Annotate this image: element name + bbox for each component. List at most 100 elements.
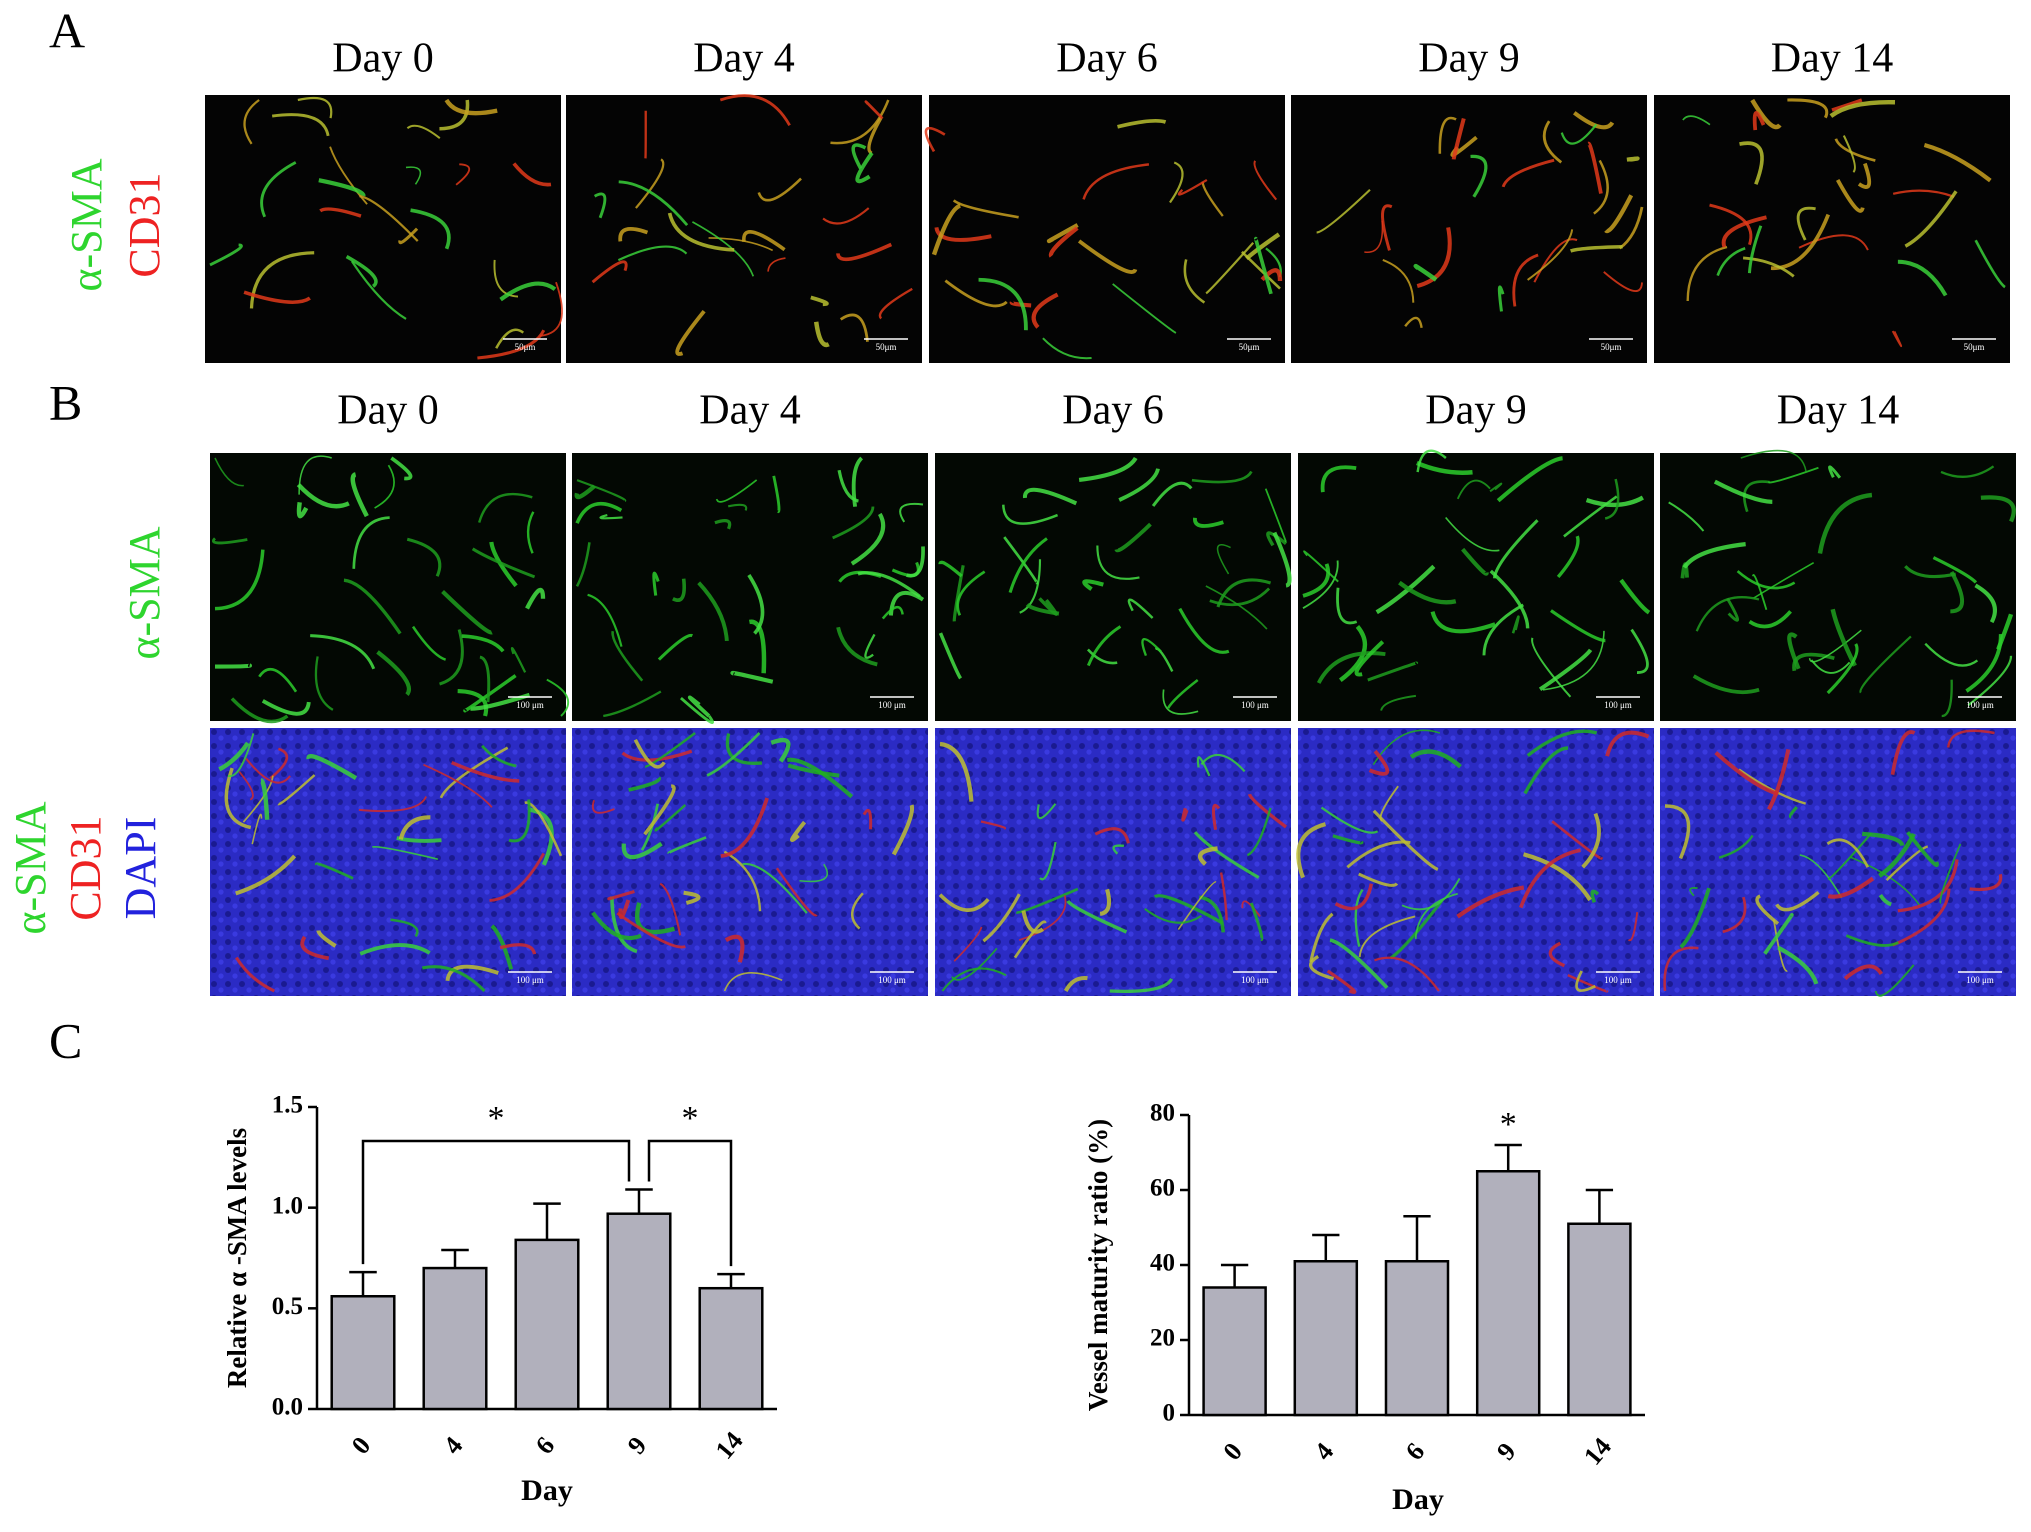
vessel-stain bbox=[724, 934, 745, 963]
vessel-stain bbox=[1619, 578, 1651, 615]
vessel-stain bbox=[439, 746, 509, 799]
vessel-stain bbox=[1456, 479, 1491, 500]
vessel-stain bbox=[980, 820, 1007, 830]
vessel-stain bbox=[224, 767, 252, 830]
micrograph-background bbox=[929, 95, 1285, 363]
micrograph: 100 μm bbox=[1660, 728, 2016, 997]
vessel-stain bbox=[1205, 241, 1255, 295]
vessel-stain bbox=[1117, 118, 1167, 129]
vessel-stain bbox=[1099, 888, 1112, 916]
vessel-stain bbox=[1835, 179, 1865, 213]
channel-label: α-SMA bbox=[62, 158, 111, 291]
vessel-stain bbox=[398, 815, 431, 840]
vessel-stain bbox=[529, 807, 554, 866]
vessel-stain bbox=[1086, 648, 1118, 665]
vessel-stain bbox=[1416, 449, 1447, 473]
scale-label: 100 μm bbox=[878, 975, 906, 985]
vessel-stain bbox=[1334, 883, 1373, 911]
vessel-stain bbox=[1604, 478, 1620, 520]
vessel-stain bbox=[1939, 843, 1962, 905]
y-tick-label: 40 bbox=[1150, 1250, 1175, 1277]
vessel-stain bbox=[1358, 915, 1416, 958]
vessel-stain bbox=[471, 547, 536, 579]
vessel-stain bbox=[1663, 946, 1699, 992]
vessel-stain bbox=[891, 804, 915, 856]
vessel-stain bbox=[618, 180, 689, 227]
vessel-stain bbox=[1551, 820, 1603, 860]
vessel-stain bbox=[1193, 831, 1260, 879]
vessel-stain bbox=[546, 678, 570, 717]
day-label: Day 4 bbox=[693, 36, 794, 82]
vessel-stain bbox=[640, 803, 660, 851]
micrograph: 50μm bbox=[924, 95, 1285, 363]
vessel-stain bbox=[1183, 259, 1206, 304]
vessel-stain bbox=[1808, 629, 1862, 663]
vessel-stain bbox=[742, 230, 786, 252]
vessel-stain bbox=[1038, 597, 1058, 616]
micrograph-background bbox=[566, 95, 922, 363]
vessel-stain bbox=[836, 626, 878, 667]
vessel-stain bbox=[1153, 894, 1224, 925]
vessel-stain bbox=[1094, 827, 1130, 844]
x-tick-label: 4 bbox=[438, 1431, 469, 1460]
vessel-stain bbox=[1162, 689, 1199, 715]
day-label: Day 6 bbox=[1062, 388, 1163, 434]
vessel-stain bbox=[727, 503, 748, 511]
vessel-stain bbox=[1380, 694, 1417, 711]
vessel-stain bbox=[1752, 111, 1766, 131]
bar bbox=[422, 1266, 488, 1411]
vessel-stain bbox=[1246, 807, 1272, 857]
vessel-stain bbox=[982, 893, 1021, 943]
vessel-stain bbox=[1885, 845, 1929, 881]
vessel-stain bbox=[1375, 564, 1436, 615]
channel-label: DAPI bbox=[116, 817, 165, 920]
x-tick-label: 14 bbox=[1578, 1432, 1617, 1471]
vessel-stain bbox=[405, 166, 422, 185]
micrograph: 100 μm bbox=[572, 728, 928, 996]
vessel-stain bbox=[787, 763, 840, 778]
vessel-stain bbox=[214, 549, 265, 611]
vessel-stain bbox=[587, 593, 623, 647]
vessel-stain bbox=[659, 882, 682, 936]
day-label: Day 14 bbox=[1771, 36, 1893, 82]
vessel-stain bbox=[593, 192, 607, 219]
vessel-stain bbox=[540, 281, 563, 337]
vessel-stain bbox=[1266, 531, 1288, 547]
vessel-stain bbox=[1438, 116, 1457, 154]
vessel-stain bbox=[657, 633, 693, 661]
vessel-stain bbox=[715, 479, 758, 503]
vessel-stain bbox=[212, 537, 248, 545]
vessel-stain bbox=[714, 519, 732, 530]
vessel-stain bbox=[1021, 910, 1044, 934]
vessel-stain bbox=[1193, 517, 1224, 528]
vessel-stain bbox=[411, 625, 447, 661]
y-axis-label: Vessel maturity ratio (%) bbox=[1083, 1119, 1113, 1411]
vessel-stain bbox=[1826, 643, 1859, 695]
vessel-stain bbox=[1787, 632, 1801, 670]
vessel-stain bbox=[851, 143, 867, 170]
vessel-stain bbox=[1309, 955, 1335, 981]
vessel-stain bbox=[1042, 337, 1092, 360]
vessel-stain bbox=[481, 744, 517, 768]
vessel-stain bbox=[499, 281, 557, 302]
vessel-stain bbox=[1714, 751, 1779, 796]
vessel-stain bbox=[1316, 188, 1371, 234]
micrograph-background bbox=[1654, 95, 2010, 363]
vessel-stain bbox=[1009, 300, 1032, 308]
vessel-stain bbox=[1713, 479, 1773, 504]
vessel-stain bbox=[1398, 580, 1457, 605]
vessel-stain bbox=[1664, 804, 1691, 860]
vessel-stain bbox=[603, 690, 662, 718]
vessel-stain bbox=[643, 784, 676, 836]
vessel-stain bbox=[1775, 890, 1820, 912]
vessel-stain bbox=[575, 501, 623, 524]
vessel-stain bbox=[315, 862, 354, 880]
vessel-stain bbox=[1787, 98, 1829, 119]
vessel-stain bbox=[938, 560, 963, 578]
vessel-stain bbox=[445, 964, 499, 982]
vessel-stain bbox=[235, 956, 275, 993]
vessel-stain bbox=[1154, 647, 1174, 672]
vessel-stain bbox=[296, 502, 309, 519]
vessel-stain bbox=[1381, 204, 1393, 251]
vessel-stain bbox=[1178, 607, 1230, 654]
